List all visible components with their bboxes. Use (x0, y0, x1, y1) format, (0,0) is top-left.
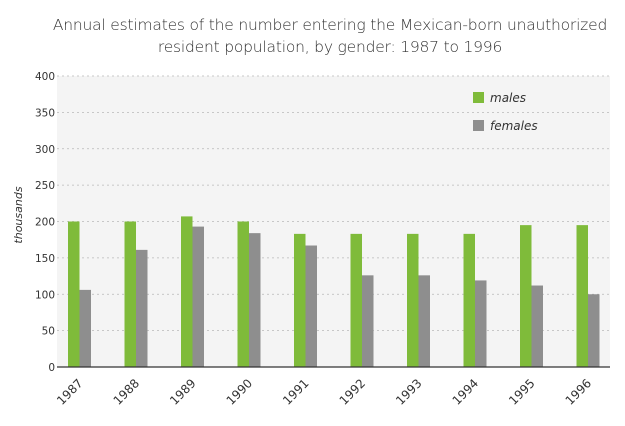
x-tick-label: 1989 (167, 376, 198, 407)
bar-males-1988 (124, 221, 136, 367)
bar-females-1995 (531, 285, 543, 367)
bars (68, 216, 600, 367)
x-tick-label: 1991 (280, 376, 311, 407)
x-tick-label: 1995 (506, 376, 537, 407)
legend: males females (473, 91, 538, 133)
y-tick-label: 150 (35, 253, 55, 265)
x-tick-label: 1990 (224, 376, 255, 407)
x-tick-label: 1996 (563, 376, 594, 407)
bar-females-1988 (136, 249, 148, 367)
y-tick-label: 200 (35, 217, 55, 229)
bar-females-1989 (192, 226, 204, 367)
bar-females-1992 (362, 275, 374, 367)
bar-females-1987 (79, 289, 91, 367)
bar-females-1996 (588, 294, 600, 367)
bar-males-1989 (181, 216, 193, 367)
x-tick-label: 1992 (337, 376, 368, 407)
bar-males-1993 (407, 233, 419, 367)
legend-swatch-females (473, 120, 484, 131)
legend-label-females: females (490, 119, 538, 133)
bar-males-1995 (520, 225, 532, 367)
chart-title-line-2: resident population, by gender: 1987 to … (157, 38, 503, 56)
x-tick-label: 1988 (111, 376, 142, 407)
x-tick-label: 1993 (393, 376, 424, 407)
bar-females-1990 (249, 233, 261, 367)
x-axis-ticks: 1987 1988 1989 1990 1991 1992 1993 1994 1995 1996 (54, 376, 594, 407)
bar-males-1996 (576, 225, 588, 367)
x-tick-label: 1987 (54, 376, 85, 407)
bar-males-1987 (68, 221, 80, 367)
bar-females-1991 (305, 245, 317, 367)
legend-label-males: males (490, 91, 526, 105)
bar-males-1994 (463, 233, 475, 367)
gridlines (57, 75, 610, 332)
y-tick-label: 250 (35, 180, 55, 192)
y-axis-ticks: 0 50 100 150 200 250 300 350 400 (35, 71, 55, 374)
bar-males-1992 (350, 233, 362, 367)
chart-title: Annual estimates of the number entering … (40, 14, 620, 58)
y-tick-label: 300 (35, 144, 55, 156)
y-tick-label: 100 (35, 289, 55, 301)
y-axis-label: thousands (12, 186, 25, 243)
bar-males-1991 (294, 233, 306, 367)
y-tick-label: 400 (35, 71, 55, 83)
x-tick-label: 1994 (450, 376, 481, 407)
y-tick-label: 50 (42, 326, 55, 338)
y-tick-label: 0 (48, 362, 55, 374)
legend-swatch-males (473, 92, 484, 103)
bar-males-1990 (237, 221, 249, 367)
y-tick-label: 350 (35, 107, 55, 119)
bar-females-1994 (475, 280, 487, 367)
chart-title-line-1: Annual estimates of the number entering … (52, 16, 608, 34)
bar-females-1993 (418, 275, 430, 367)
